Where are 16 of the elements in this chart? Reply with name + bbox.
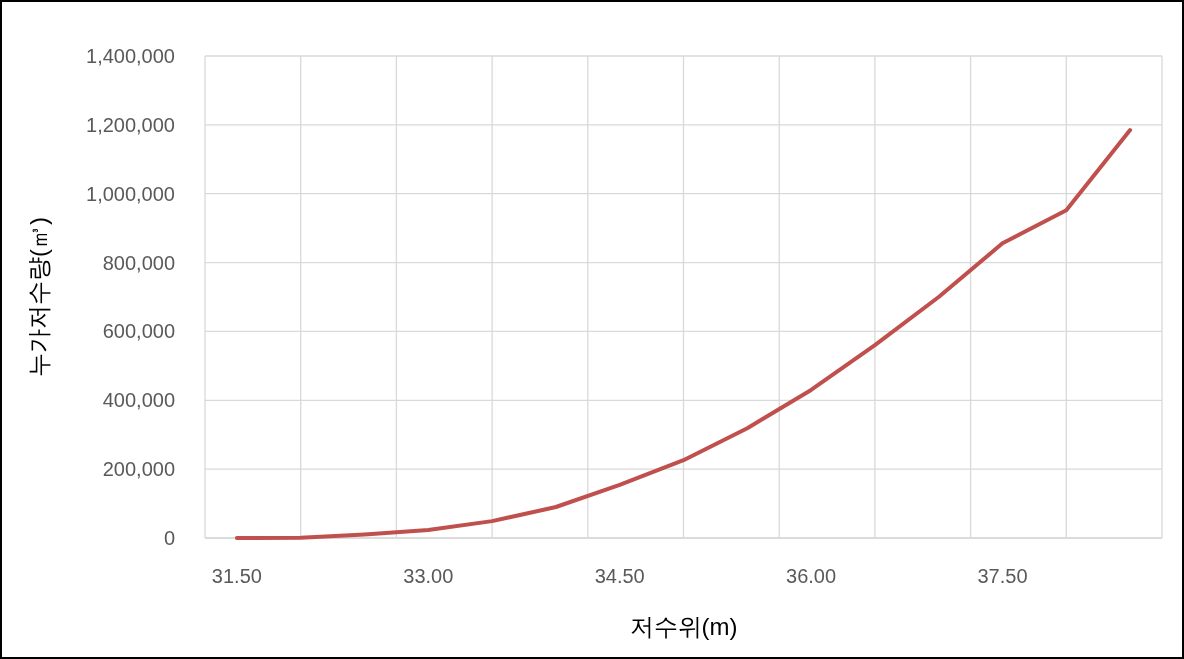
y-tick-label: 400,000 xyxy=(102,389,175,412)
y-tick-label: 1,000,000 xyxy=(86,182,175,205)
x-axis-title: 저수위(m) xyxy=(629,613,738,640)
x-tick-label: 33.00 xyxy=(403,565,454,587)
x-tick-label: 36.00 xyxy=(786,565,837,587)
y-tick-label: 600,000 xyxy=(102,320,175,343)
x-tick-label: 31.50 xyxy=(211,565,262,587)
y-tick-label: 1,400,000 xyxy=(86,45,175,67)
y-tick-label: 200,000 xyxy=(102,458,175,481)
y-tick-label: 800,000 xyxy=(102,251,175,274)
y-tick-label: 0 xyxy=(163,527,175,549)
x-tick-label: 37.50 xyxy=(977,565,1028,587)
y-axis-title: 누가저수량(㎥) xyxy=(25,217,52,377)
y-tick-label: 1,200,000 xyxy=(86,113,175,136)
line-series xyxy=(234,128,1133,540)
x-tick-label: 34.50 xyxy=(594,565,645,587)
